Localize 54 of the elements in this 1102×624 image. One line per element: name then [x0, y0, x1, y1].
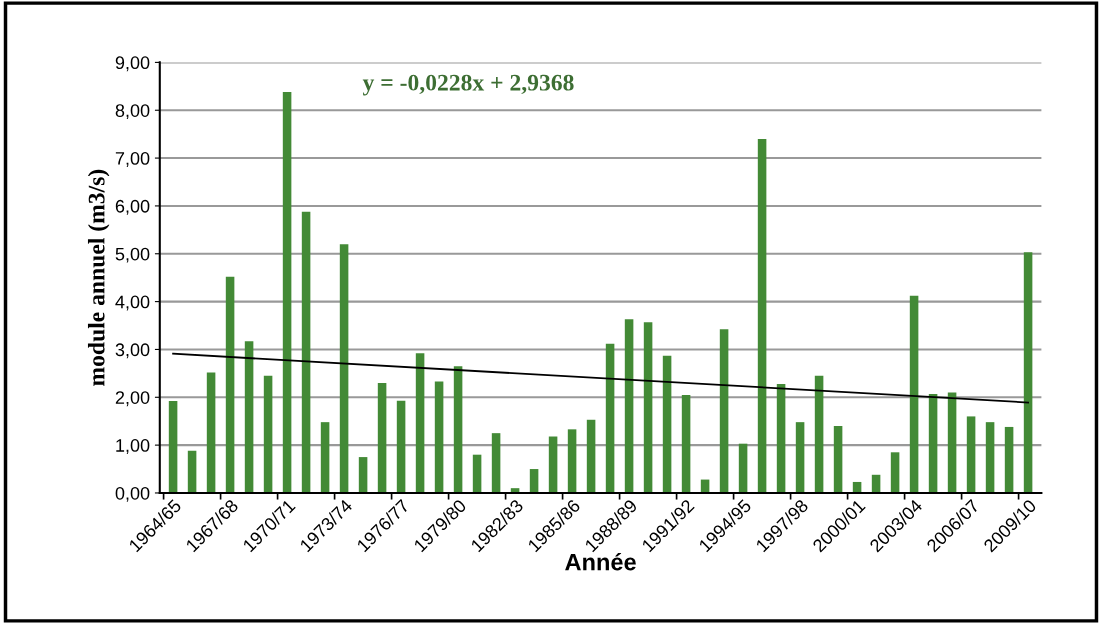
bar — [624, 319, 634, 493]
x-axis-title: Année — [565, 552, 636, 571]
bar — [985, 422, 995, 493]
bar — [586, 419, 596, 493]
bar — [244, 341, 254, 493]
bar — [320, 422, 330, 493]
y-tick-label: 1,00 — [116, 439, 150, 454]
bar — [453, 366, 463, 493]
bar — [396, 400, 406, 493]
y-tick-label: 9,00 — [115, 56, 150, 72]
bar — [662, 355, 672, 493]
bar — [358, 457, 368, 493]
bar — [529, 469, 539, 493]
y-tick-label: 8,00 — [115, 104, 150, 120]
bar — [168, 401, 178, 493]
y-tick-label: 2,00 — [115, 391, 150, 407]
y-tick-label: 7,00 — [115, 152, 150, 167]
bar — [491, 433, 501, 493]
bar — [719, 329, 729, 493]
bar — [377, 382, 387, 493]
bar — [415, 353, 425, 493]
bar — [301, 211, 311, 493]
bar — [814, 375, 824, 493]
annotation: y = -0,0228x + 2,9368 — [362, 74, 574, 96]
bar — [776, 383, 786, 493]
bar — [681, 394, 691, 493]
bar — [263, 375, 273, 493]
bar — [206, 372, 216, 493]
bar — [928, 393, 938, 493]
y-tick-label: 6,00 — [115, 199, 150, 215]
bar — [833, 425, 843, 493]
bar — [757, 138, 767, 493]
bar — [434, 381, 444, 493]
bar — [339, 244, 349, 493]
bar — [1023, 252, 1033, 493]
bar — [567, 429, 577, 493]
bar — [605, 343, 615, 493]
bar — [795, 422, 805, 493]
bar — [187, 450, 197, 493]
bar — [947, 392, 957, 493]
bar — [225, 276, 235, 493]
bar — [548, 436, 558, 493]
bar — [643, 322, 653, 493]
y-tick-label: 5,00 — [115, 247, 150, 263]
bar — [909, 295, 919, 493]
bar — [738, 443, 748, 493]
y-tick-label: 3,00 — [115, 343, 150, 359]
bar — [282, 92, 292, 493]
bar — [472, 454, 482, 493]
y-tick-label: 4,00 — [115, 295, 150, 311]
bar — [966, 416, 976, 493]
y-axis-title: module annuel (m3/s) — [87, 169, 110, 386]
bar — [1004, 426, 1014, 493]
bar — [890, 452, 900, 493]
